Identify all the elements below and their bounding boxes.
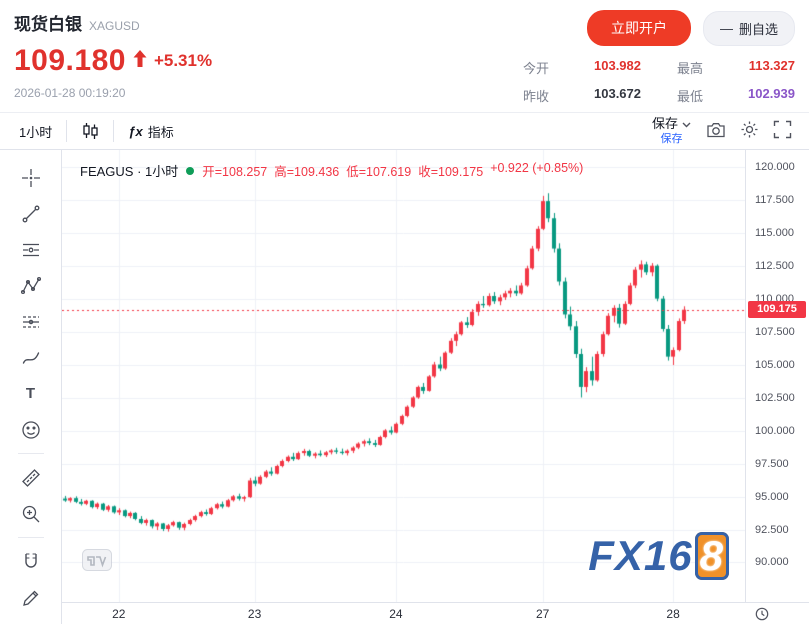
time-axis[interactable]: 22 23 24 27 28 (62, 602, 809, 624)
price-axis-label: 100.000 (755, 424, 795, 437)
price-axis-label: 97.500 (755, 457, 789, 470)
open-account-button[interactable]: 立即开户 (586, 10, 691, 46)
chevron-down-icon (682, 117, 691, 131)
market-status-dot-icon (186, 166, 195, 175)
quote-header: 现货白银 XAGUSD 109.180 +5.31% 2026-01-28 00… (0, 0, 809, 112)
chart-toolbar: 1小时 ƒx 指标 保存 (0, 112, 809, 150)
toolbar-divider (113, 120, 115, 142)
stat-high: 最高 113.327 (677, 58, 795, 76)
pattern-tool-button[interactable] (13, 270, 49, 301)
zoom-in-tool-button[interactable] (13, 498, 49, 529)
fx168-text-blue: FX16 (588, 532, 693, 579)
stat-prev-close: 昨收 103.672 (523, 86, 641, 104)
legend-symbol-title[interactable]: FEAGUS · 1小时 (80, 164, 179, 179)
gear-icon (740, 120, 759, 142)
toolbar-divider (17, 453, 44, 454)
brush-tool-button[interactable] (13, 342, 49, 373)
last-price-tag: 109.175 (748, 300, 806, 318)
edit-pencil-tool-button[interactable] (13, 582, 49, 613)
quote-info: 现货白银 XAGUSD 109.180 +5.31% 2026-01-28 00… (14, 10, 212, 106)
price-axis-label: 107.500 (755, 325, 795, 338)
saved-layout-name: 保存 (660, 132, 683, 145)
price-axis-label: 95.000 (755, 490, 789, 503)
session-clock-icon[interactable] (755, 607, 769, 624)
remove-watchlist-button[interactable]: — 删自选 (702, 10, 795, 46)
chart-plot-area: FEAGUS · 1小时 开=108.257 高=109.436 低=107.6… (62, 150, 745, 602)
magnet-tool-button[interactable] (13, 546, 49, 577)
time-axis-label: 27 (535, 607, 550, 621)
price-up-arrow-icon (133, 50, 147, 72)
quote-timestamp: 2026-01-28 00:19:20 (14, 86, 126, 100)
price-axis-label: 102.500 (755, 391, 795, 404)
fx168-text-orange: 8 (694, 532, 729, 580)
camera-icon (706, 121, 726, 142)
price-axis-label: 92.500 (755, 523, 789, 536)
fullscreen-button[interactable] (766, 116, 799, 146)
trend-line-tool-button[interactable] (13, 198, 49, 229)
legend-low: 低=107.619 (346, 165, 412, 179)
toolbar-divider (17, 537, 44, 538)
price-axis-label: 120.000 (755, 161, 795, 174)
time-axis-label: 23 (247, 607, 262, 621)
tradingview-logo[interactable] (82, 549, 112, 576)
toolbar-divider (66, 120, 68, 142)
time-axis-label: 28 (666, 607, 680, 621)
legend-close: 收=109.175 (418, 165, 484, 179)
snapshot-camera-button[interactable] (699, 117, 733, 146)
fib-retracement-tool-button[interactable] (13, 234, 49, 265)
chart-legend: FEAGUS · 1小时 开=108.257 高=109.436 低=107.6… (80, 161, 583, 180)
minus-icon: — (719, 20, 733, 36)
price-axis-label: 117.500 (755, 194, 794, 207)
time-axis-label: 24 (389, 607, 403, 621)
quote-stats: 今开 103.982 最高 113.327 昨收 103.672 最低 102.… (523, 58, 795, 105)
fx168-watermark: FX16 8 (588, 532, 729, 580)
chart-settings-button[interactable] (733, 116, 766, 146)
legend-high: 高=109.436 (274, 165, 340, 179)
change-percent: +5.31% (153, 51, 213, 70)
symbol-code: XAGUSD (89, 19, 140, 33)
emoji-tool-button[interactable] (13, 414, 49, 445)
candlestick-style-icon (81, 122, 99, 140)
forecast-position-tool-button[interactable] (13, 306, 49, 337)
legend-change: +0.922 (+0.85%) (490, 161, 584, 175)
crosshair-tool-button[interactable] (13, 162, 49, 193)
save-layout-button[interactable]: 保存 保存 (644, 116, 699, 145)
remove-watchlist-label: 删自选 (738, 21, 778, 37)
time-axis-label: 22 (112, 607, 126, 621)
interval-button[interactable]: 1小时 (10, 118, 61, 145)
stat-low: 最低 102.939 (677, 86, 795, 104)
price-axis-label: 105.000 (755, 358, 795, 371)
stat-open: 今开 103.982 (523, 58, 641, 76)
fullscreen-icon (773, 120, 792, 142)
price-axis-label: 90.000 (755, 556, 789, 569)
legend-open: 开=108.257 (202, 165, 268, 179)
measure-ruler-tool-button[interactable] (13, 462, 49, 493)
price-axis[interactable]: 120.000 117.500 115.000 112.500 110.000 107.5… (745, 150, 809, 602)
price-axis-label: 112.500 (755, 259, 794, 272)
symbol-name: 现货白银 (14, 15, 82, 34)
price-axis-label: 115.000 (755, 227, 794, 240)
text-tool-button[interactable]: T (25, 385, 36, 402)
fx-icon: ƒx (128, 123, 143, 139)
indicators-button[interactable]: ƒx 指标 (119, 118, 182, 145)
chart-style-button[interactable] (72, 118, 108, 144)
current-price: 109.180 (14, 44, 126, 77)
candlestick-chart[interactable] (62, 150, 745, 602)
drawing-toolbar: T (0, 150, 62, 624)
